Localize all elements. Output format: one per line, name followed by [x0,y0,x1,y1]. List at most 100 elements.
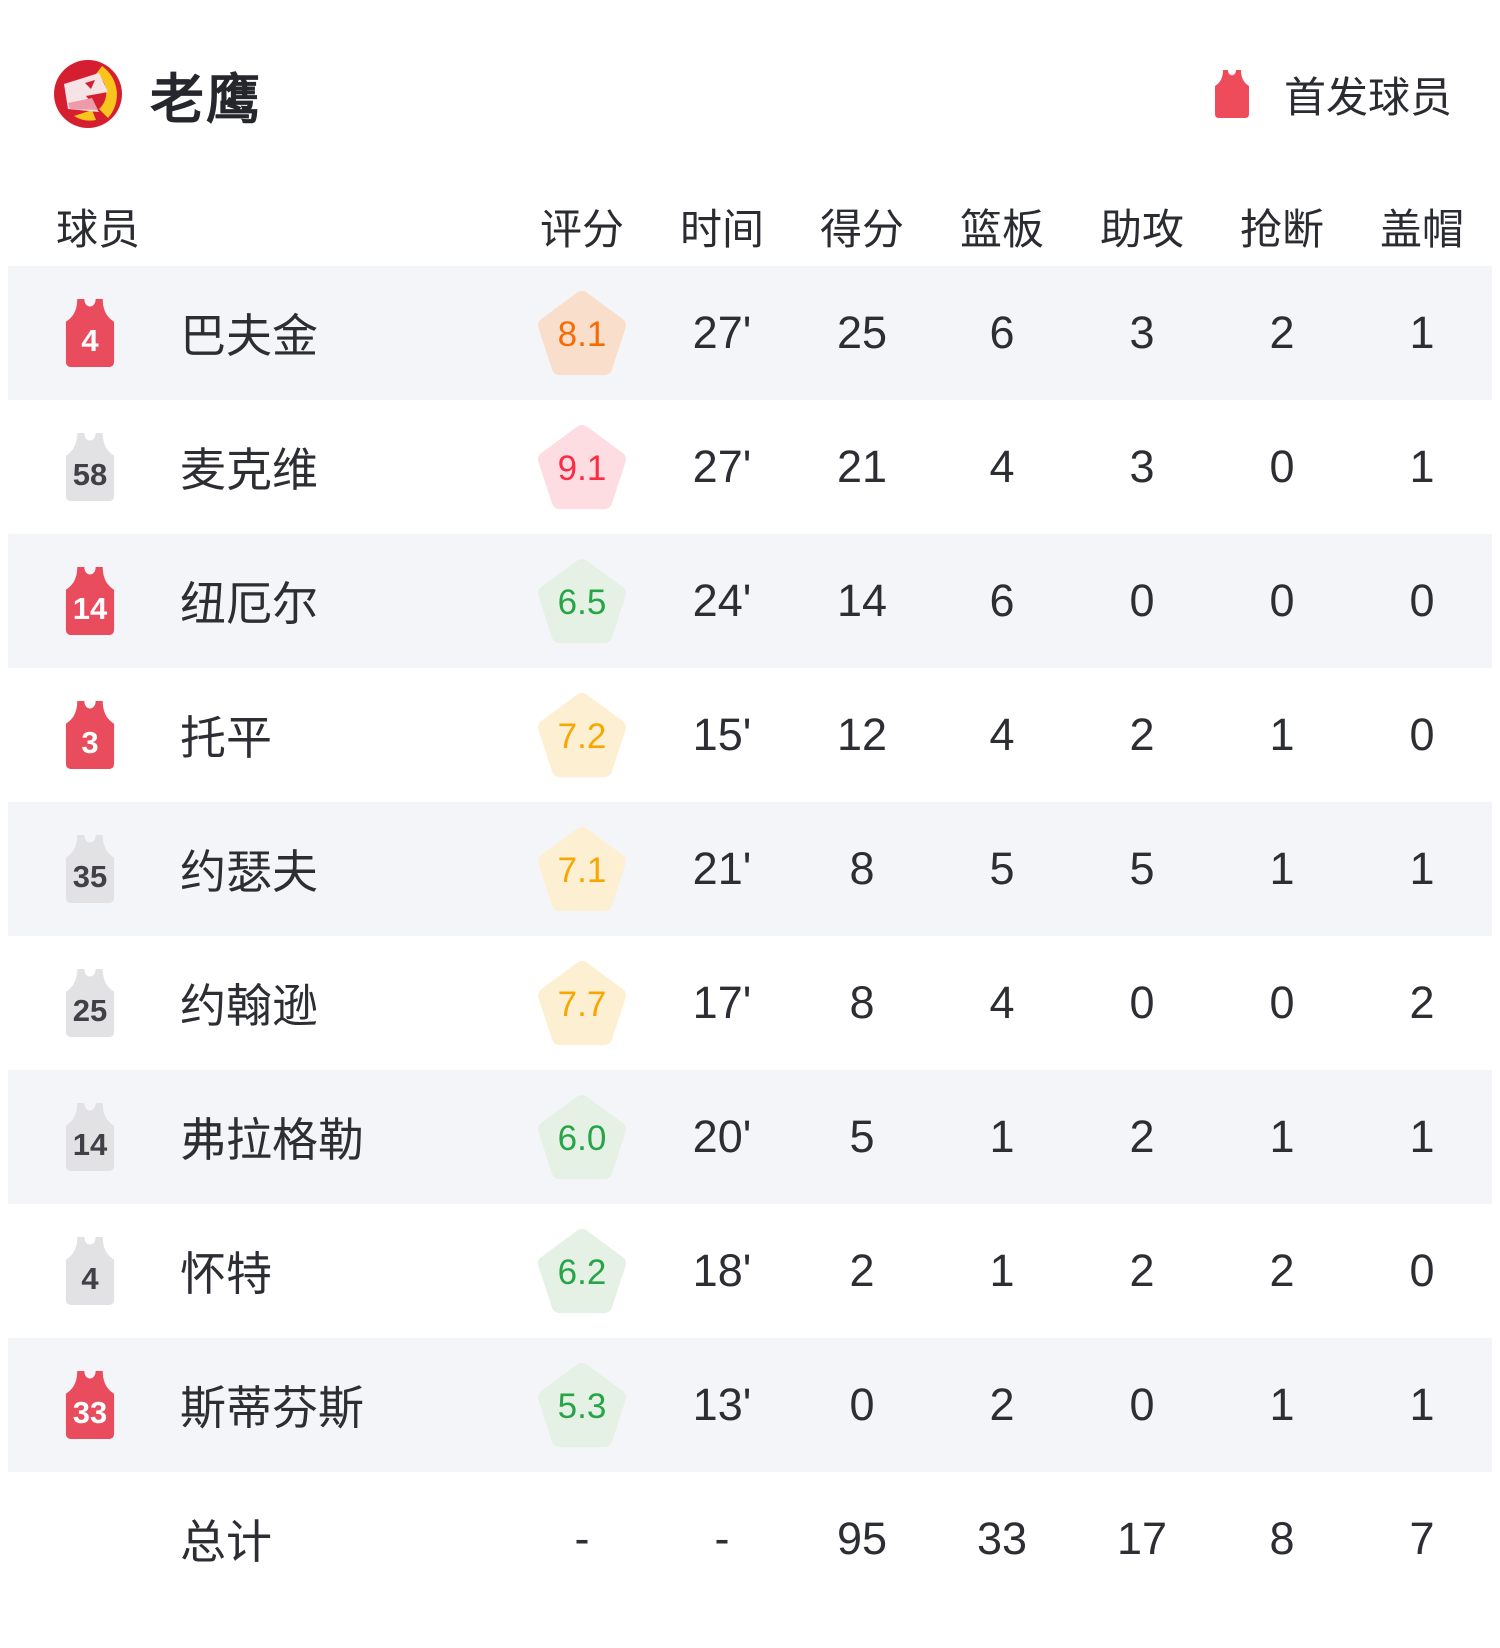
points-value: 0 [849,1379,875,1430]
rating-value: 5.3 [557,1386,607,1426]
points-value: 12 [836,709,888,760]
rebounds-value: 6 [989,575,1015,626]
rating-value: 7.7 [557,984,607,1024]
player-cell: 3 托平 [56,697,512,773]
column-rating: 评分 [539,205,624,253]
jersey-number-icon: 58 [56,429,124,505]
rating-cell: 7.2 [512,691,652,779]
rating-badge: 9.1 [536,423,628,511]
player-name: 怀特 [180,1248,272,1300]
assists-value: 0 [1129,1379,1155,1430]
rebounds-value: 2 [989,1379,1015,1430]
time-value: 21' [692,843,752,894]
table-row[interactable]: 58 麦克维 9.1 27' 21 4 3 0 1 [8,400,1492,534]
rebounds-value: 1 [989,1245,1015,1296]
blocks-value: 0 [1409,1245,1435,1296]
rebounds-value: 1 [989,1111,1015,1162]
player-cell: 25 约翰逊 [56,965,512,1041]
steals-value: 0 [1269,977,1295,1028]
table-row[interactable]: 14 弗拉格勒 6.0 20' 5 1 2 1 1 [8,1070,1492,1204]
player-cell: 33 斯蒂芬斯 [56,1367,512,1443]
blocks-value: 1 [1409,843,1435,894]
rating-value: 6.5 [557,582,607,622]
player-name: 弗拉格勒 [180,1114,364,1166]
rating-value: 9.1 [557,448,607,488]
jersey-number: 3 [81,725,99,760]
jersey-number-icon: 25 [56,965,124,1041]
rating-cell: 7.1 [512,825,652,913]
steals-value: 2 [1269,307,1295,358]
jersey-number: 33 [72,1395,108,1430]
rating-cell: 5.3 [512,1361,652,1449]
jersey-number-icon: 4 [56,295,124,371]
rating-badge: 6.2 [536,1227,628,1315]
table-row[interactable]: 4 怀特 6.2 18' 2 1 2 2 0 [8,1204,1492,1338]
time-value: 24' [692,575,752,626]
rebounds-value: 4 [989,709,1015,760]
player-cell: 14 弗拉格勒 [56,1099,512,1175]
rebounds-value: 5 [989,843,1015,894]
time-value: 27' [692,441,752,492]
table-row[interactable]: 3 托平 7.2 15' 12 4 2 1 0 [8,668,1492,802]
column-player: 球员 [56,205,141,253]
rating-value: 7.1 [557,850,607,890]
rating-badge: 7.7 [536,959,628,1047]
total-steals: 8 [1269,1513,1295,1564]
assists-value: 0 [1129,977,1155,1028]
rating-badge: 5.3 [536,1361,628,1449]
assists-value: 5 [1129,843,1155,894]
table-row[interactable]: 4 巴夫金 8.1 27' 25 6 3 2 1 [8,266,1492,400]
assists-value: 0 [1129,575,1155,626]
player-cell: 4 怀特 [56,1233,512,1309]
column-time: 时间 [679,205,764,253]
column-assists: 助攻 [1099,205,1184,253]
rebounds-value: 6 [989,307,1015,358]
points-value: 14 [836,575,888,626]
rating-cell: 6.2 [512,1227,652,1315]
blocks-value: 0 [1409,709,1435,760]
time-value: 18' [692,1245,752,1296]
steals-value: 0 [1269,441,1295,492]
time-value: 15' [692,709,752,760]
steals-value: 1 [1269,843,1295,894]
assists-value: 2 [1129,1245,1155,1296]
points-value: 2 [849,1245,875,1296]
rating-badge: 6.0 [536,1093,628,1181]
rating-cell: 9.1 [512,423,652,511]
table-row[interactable]: 25 约翰逊 7.7 17' 8 4 0 0 2 [8,936,1492,1070]
table-row[interactable]: 14 纽厄尔 6.5 24' 14 6 0 0 0 [8,534,1492,668]
team-identity: 老鹰 [52,55,262,134]
rating-badge: 8.1 [536,289,628,377]
points-value: 5 [849,1111,875,1162]
jersey-number: 14 [72,591,108,626]
total-rebounds: 33 [976,1513,1028,1564]
assists-value: 3 [1129,307,1155,358]
time-value: 13' [692,1379,752,1430]
steals-value: 1 [1269,709,1295,760]
rating-cell: 7.7 [512,959,652,1047]
jersey-number: 4 [81,323,99,358]
time-value: 17' [692,977,752,1028]
player-cell: 4 巴夫金 [56,295,512,371]
table-row[interactable]: 35 约瑟夫 7.1 21' 8 5 5 1 1 [8,802,1492,936]
player-name: 约翰逊 [180,980,318,1032]
player-name: 纽厄尔 [180,578,318,630]
assists-value: 2 [1129,709,1155,760]
team-header: 老鹰 首发球员 [0,0,1500,140]
total-blocks: 7 [1409,1513,1435,1564]
steals-value: 1 [1269,1379,1295,1430]
table-row[interactable]: 33 斯蒂芬斯 5.3 13' 0 2 0 1 1 [8,1338,1492,1472]
jersey-number: 35 [72,859,108,894]
column-blocks: 盖帽 [1379,205,1464,253]
rebounds-value: 4 [989,441,1015,492]
team-name: 老鹰 [150,69,262,130]
total-label: 总计 [180,1516,272,1568]
steals-value: 2 [1269,1245,1295,1296]
jersey-number-icon: 4 [56,1233,124,1309]
player-cell: 58 麦克维 [56,429,512,505]
total-time: - [714,1513,730,1564]
blocks-value: 0 [1409,575,1435,626]
assists-value: 3 [1129,441,1155,492]
hawks-team-logo-icon [54,60,122,128]
rating-value: 7.2 [557,716,607,756]
